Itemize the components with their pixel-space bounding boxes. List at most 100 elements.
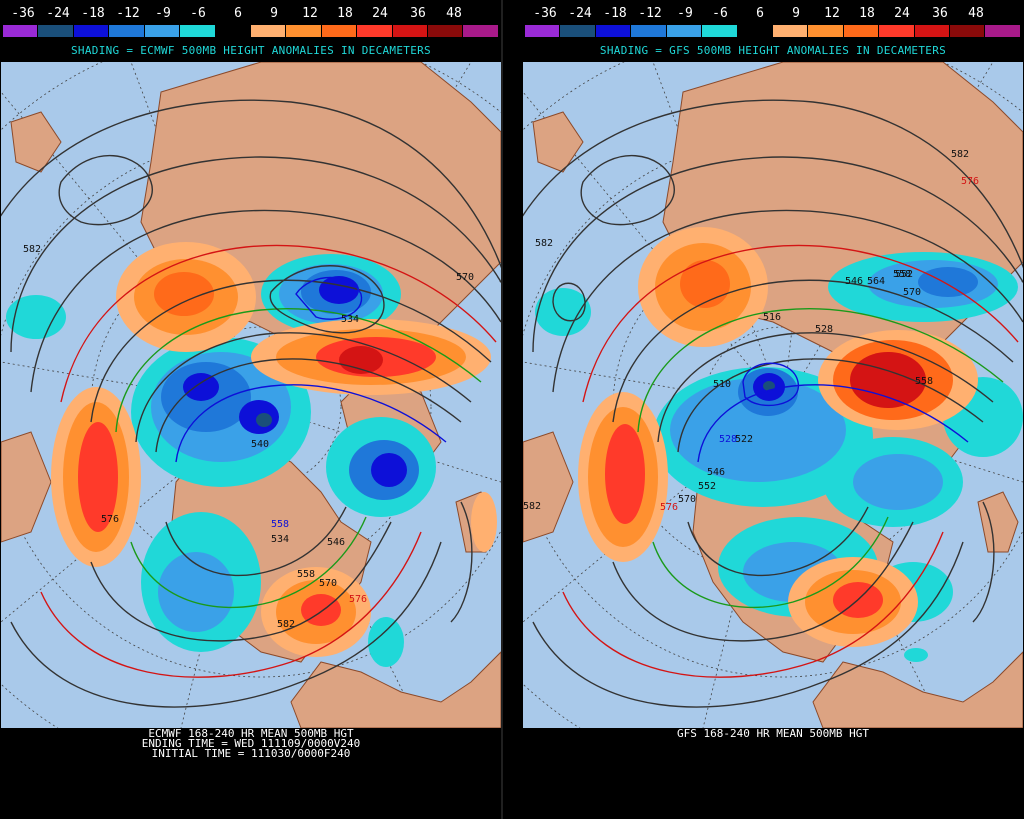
colorbar-label: 18 bbox=[859, 6, 875, 21]
colorbar-swatch bbox=[737, 25, 773, 37]
colorbar-swatch bbox=[357, 25, 393, 37]
colorbar-swatch bbox=[914, 25, 951, 37]
colorbar-label: -6 bbox=[712, 6, 728, 21]
colorbar-label: 9 bbox=[792, 6, 800, 21]
contour-label: 576 bbox=[660, 502, 678, 513]
colorbar-labels: -36 -24 -18 -12 -9 -6 6 9 12 18 24 36 48 bbox=[3, 6, 499, 22]
colorbar-label: -18 bbox=[81, 6, 105, 21]
height-contours bbox=[1, 99, 501, 708]
caption-line: INITIAL TIME = 111030/0000F240 bbox=[151, 747, 351, 760]
negative-anomalies bbox=[535, 252, 1023, 662]
contour-label: 570 bbox=[319, 578, 337, 589]
caption-line: ENDING TIME = WED 111109/0000V240 bbox=[141, 737, 361, 750]
colorbar-label: -9 bbox=[677, 6, 693, 21]
colorbar-label: 36 bbox=[932, 6, 948, 21]
colorbar-label: 48 bbox=[968, 6, 984, 21]
contour-label: 582 bbox=[23, 244, 41, 255]
colorbar-swatch bbox=[73, 25, 110, 37]
colorbar-swatch bbox=[144, 25, 181, 37]
colorbar-swatch bbox=[950, 25, 986, 37]
colorbar-label: -36 bbox=[533, 6, 557, 21]
gfs-caption: GFS 168-240 HR MEAN 500MB HGT bbox=[523, 727, 1023, 740]
colorbar-swatch bbox=[286, 25, 322, 37]
caption-line: ECMWF 168-240 HR MEAN 500MB HGT bbox=[148, 727, 354, 740]
colorbar-swatches bbox=[3, 25, 499, 37]
contour-labels: 534 540 534 582 570 576 546 558 558 570 … bbox=[23, 244, 474, 630]
colorbar-label: -24 bbox=[568, 6, 592, 21]
colorbar-label: -36 bbox=[11, 6, 35, 21]
contour-label: 558 bbox=[271, 519, 289, 530]
ecmwf-panel: -36 -24 -18 -12 -9 -6 6 9 12 18 24 36 48… bbox=[1, 0, 501, 819]
colorbar-swatch bbox=[702, 25, 738, 37]
ecmwf-caption: ECMWF 168-240 HR MEAN 500MB HGT ENDING T… bbox=[1, 727, 501, 760]
colorbar-swatch bbox=[595, 25, 632, 37]
contour-labels: 582 576 552 582 546 558 570 564 516 528 … bbox=[523, 149, 979, 513]
contour-label: 582 bbox=[951, 149, 969, 160]
contour-label: 582 bbox=[277, 619, 295, 630]
colorbar-swatch bbox=[666, 25, 703, 37]
contour-label: 576 bbox=[961, 176, 979, 187]
colorbar-label: -6 bbox=[190, 6, 206, 21]
contour-label: 564 bbox=[867, 276, 885, 287]
contour-label: 570 bbox=[456, 272, 474, 283]
colorbar-swatch bbox=[772, 25, 809, 37]
colorbar-swatch bbox=[321, 25, 358, 37]
contour-label: 546 bbox=[707, 467, 725, 478]
contour-label: 528 bbox=[815, 324, 833, 335]
colorbar-swatch bbox=[428, 25, 464, 37]
colorbar-label: -18 bbox=[603, 6, 627, 21]
colorbar-label: -12 bbox=[638, 6, 662, 21]
colorbar-swatch bbox=[215, 25, 251, 37]
colorbar-swatches bbox=[525, 25, 1021, 37]
gfs-map-svg: 582 576 552 582 546 558 570 564 516 528 … bbox=[523, 62, 1023, 728]
contour-label: 510 bbox=[713, 379, 731, 390]
anomaly-colorbar: -36 -24 -18 -12 -9 -6 6 9 12 18 24 36 48 bbox=[525, 6, 1021, 37]
ecmwf-map: 534 540 534 582 570 576 546 558 558 570 … bbox=[1, 62, 501, 728]
colorbar-swatch bbox=[879, 25, 915, 37]
gfs-panel: -36 -24 -18 -12 -9 -6 6 9 12 18 24 36 48… bbox=[523, 0, 1023, 819]
contour-label: 576 bbox=[349, 594, 367, 605]
colorbar-label: -9 bbox=[155, 6, 171, 21]
contour-label: 558 bbox=[297, 569, 315, 580]
colorbar-swatch bbox=[985, 25, 1021, 37]
colorbar-swatch bbox=[560, 25, 596, 37]
contour-label: 570 bbox=[678, 494, 696, 505]
positive-anomalies bbox=[51, 242, 497, 657]
contour-label: 558 bbox=[915, 376, 933, 387]
colorbar-label: -24 bbox=[46, 6, 70, 21]
caption-line: GFS 168-240 HR MEAN 500MB HGT bbox=[676, 727, 870, 740]
anomaly-colorbar: -36 -24 -18 -12 -9 -6 6 9 12 18 24 36 48 bbox=[3, 6, 499, 37]
gfs-map: 582 576 552 582 546 558 570 564 516 528 … bbox=[523, 62, 1023, 728]
height-contours bbox=[523, 99, 1023, 708]
contour-label: 534 bbox=[271, 534, 289, 545]
panel-divider bbox=[501, 0, 503, 819]
colorbar-swatch bbox=[631, 25, 667, 37]
colorbar-swatch bbox=[38, 25, 74, 37]
colorbar-swatch bbox=[250, 25, 287, 37]
colorbar-label: 6 bbox=[756, 6, 764, 21]
colorbar-label: 9 bbox=[270, 6, 278, 21]
contour-label: 582 bbox=[535, 238, 553, 249]
colorbar-swatch bbox=[180, 25, 216, 37]
colorbar-swatch bbox=[463, 25, 499, 37]
contour-label: 540 bbox=[251, 439, 269, 450]
contour-label: 546 bbox=[845, 276, 863, 287]
contour-label: 522 bbox=[735, 434, 753, 445]
contour-label: 528 bbox=[719, 434, 737, 445]
contour-label: 552 bbox=[895, 269, 913, 280]
colorbar-label: 6 bbox=[234, 6, 242, 21]
contour-label: 582 bbox=[523, 501, 541, 512]
colorbar-labels: -36 -24 -18 -12 -9 -6 6 9 12 18 24 36 48 bbox=[525, 6, 1021, 22]
shading-title: SHADING = ECMWF 500MB HEIGHT ANOMALIES I… bbox=[71, 44, 431, 57]
colorbar-swatch bbox=[3, 25, 39, 37]
ecmwf-map-svg: 534 540 534 582 570 576 546 558 558 570 … bbox=[1, 62, 501, 728]
contour-label: 546 bbox=[327, 537, 345, 548]
colorbar-swatch bbox=[843, 25, 880, 37]
colorbar-label: 24 bbox=[372, 6, 388, 21]
colorbar-label: 18 bbox=[337, 6, 353, 21]
colorbar-label: 12 bbox=[302, 6, 318, 21]
colorbar-swatch bbox=[525, 25, 561, 37]
contour-label: 552 bbox=[698, 481, 716, 492]
colorbar-swatch bbox=[392, 25, 429, 37]
colorbar-swatch bbox=[109, 25, 145, 37]
